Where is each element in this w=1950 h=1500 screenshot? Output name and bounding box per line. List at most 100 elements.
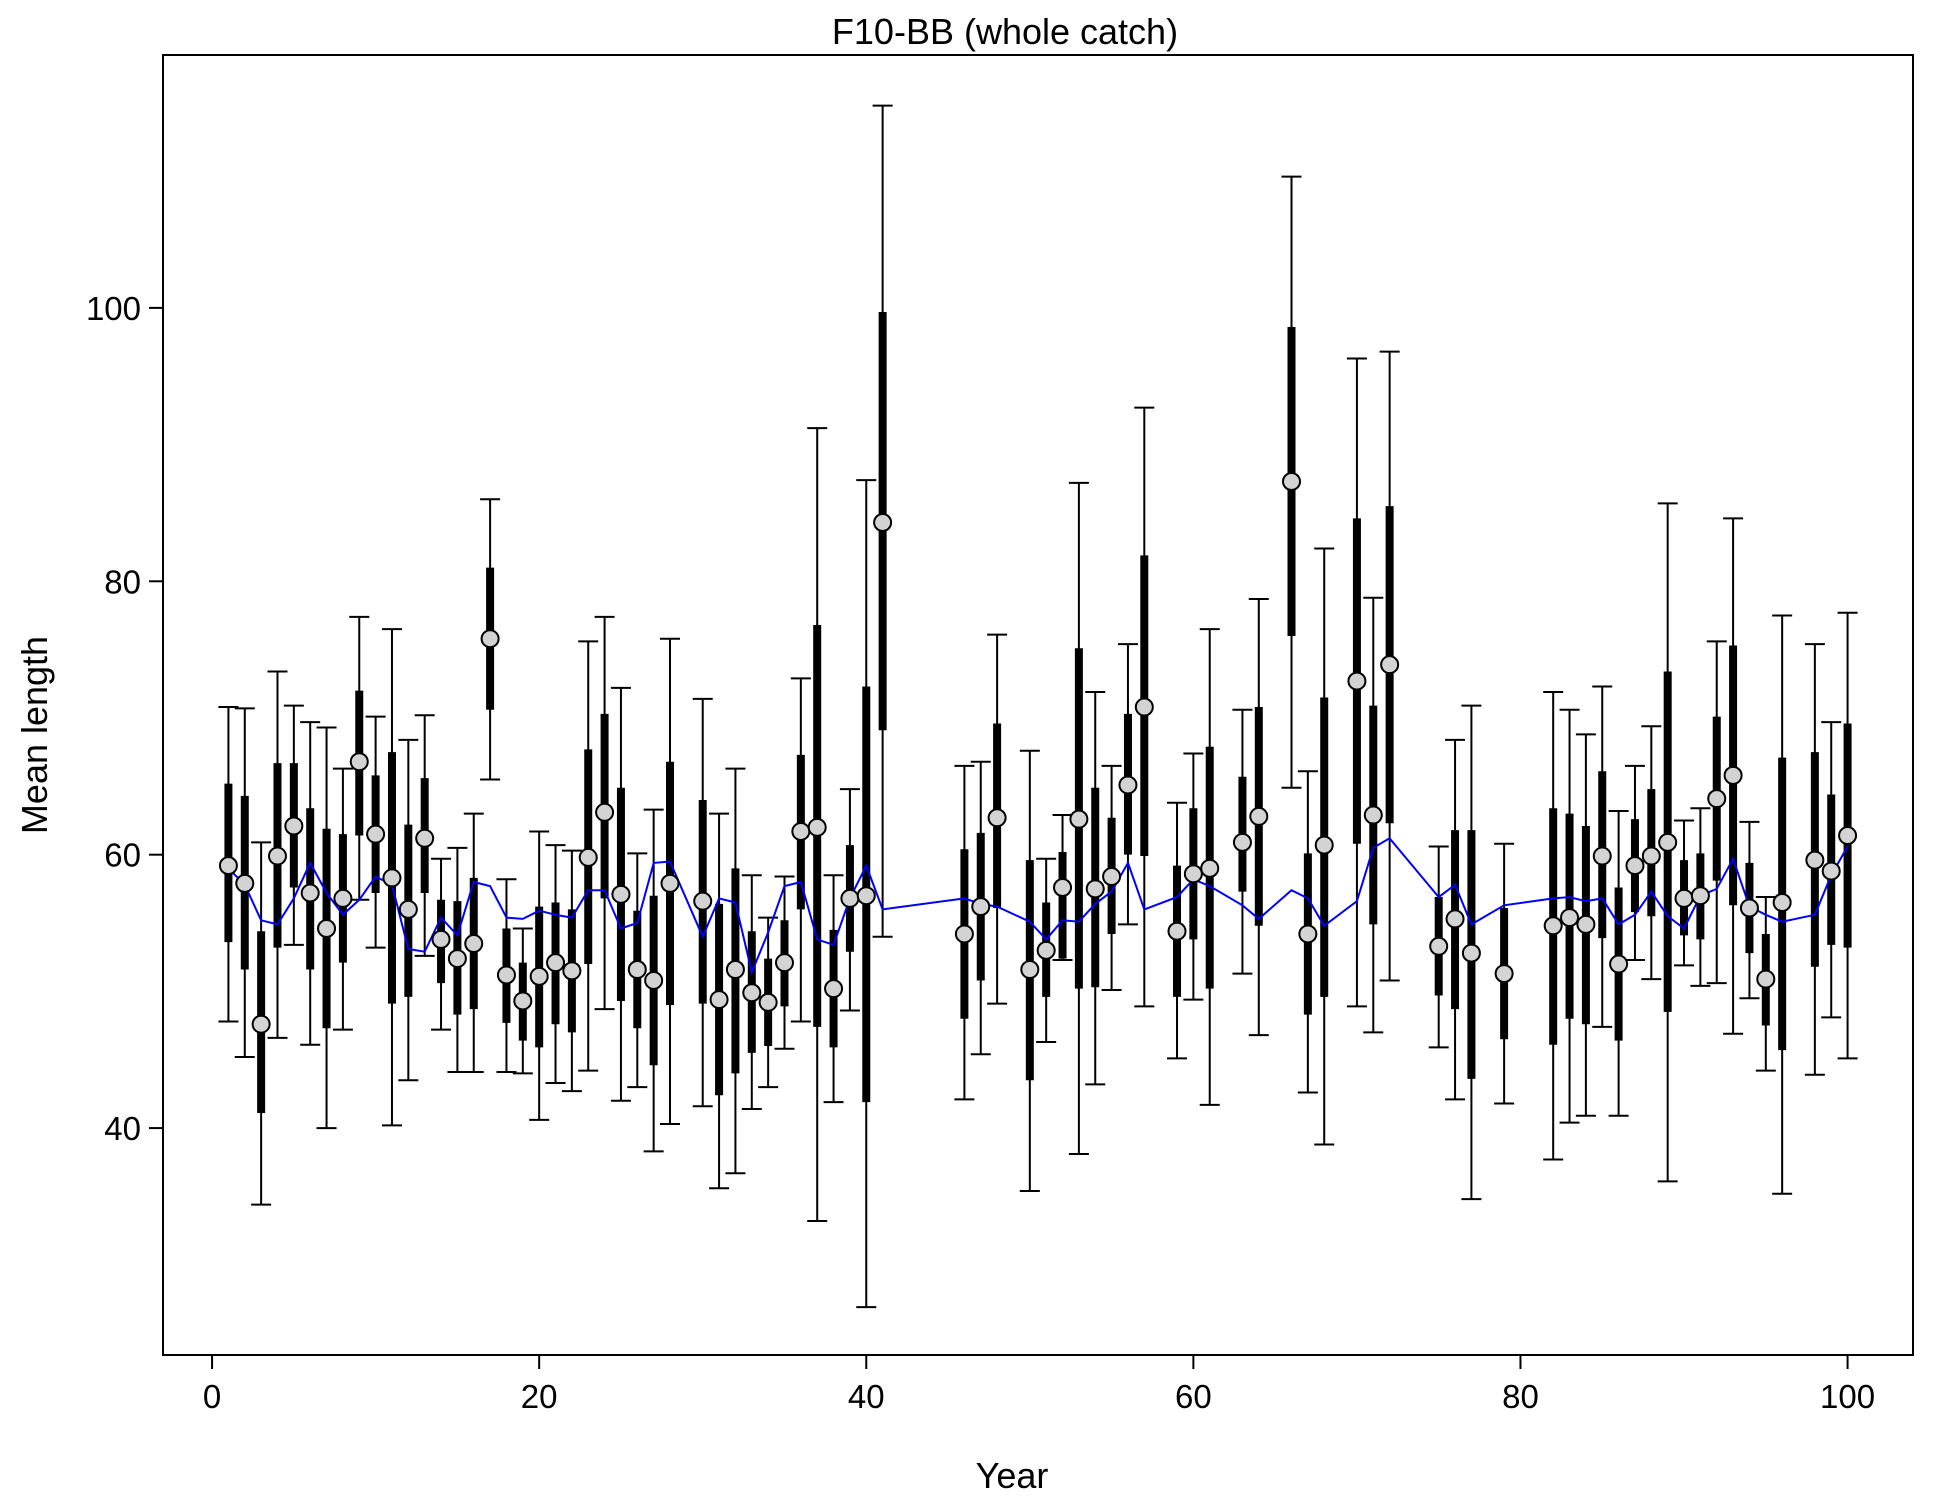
- observed-point: [725, 960, 745, 980]
- observed-point: [1772, 893, 1792, 913]
- y-tick-label: 80: [104, 563, 141, 600]
- observed-point: [1674, 888, 1694, 908]
- observed-point: [1560, 908, 1580, 928]
- observed-point: [660, 873, 680, 893]
- observed-point: [1429, 936, 1449, 956]
- chart-title: F10-BB (whole catch): [832, 11, 1178, 52]
- observed-point: [218, 856, 238, 876]
- observed-point: [954, 924, 974, 944]
- observed-point: [480, 629, 500, 649]
- observed-point: [562, 961, 582, 981]
- observed-point: [300, 883, 320, 903]
- observed-point: [1494, 964, 1514, 984]
- observed-point: [709, 990, 729, 1010]
- observed-point: [398, 899, 418, 919]
- observed-point: [317, 919, 337, 939]
- observed-points: [218, 471, 1858, 1034]
- observed-point: [873, 513, 893, 533]
- confidence-intervals: [218, 104, 1858, 1309]
- observed-point: [1314, 835, 1334, 855]
- observed-point: [1363, 805, 1383, 825]
- observed-point: [267, 846, 287, 866]
- observed-point: [1690, 886, 1710, 906]
- observed-point: [546, 953, 566, 973]
- observed-point: [1658, 832, 1678, 852]
- observed-point: [1756, 969, 1776, 989]
- y-tick-label: 40: [104, 1110, 141, 1147]
- observed-point: [1543, 916, 1563, 936]
- observed-point: [1298, 924, 1318, 944]
- observed-point: [1118, 775, 1138, 795]
- observed-point: [824, 979, 844, 999]
- observed-point: [644, 970, 664, 990]
- observed-point: [1020, 960, 1040, 980]
- observed-point: [1625, 856, 1645, 876]
- observed-point: [1461, 943, 1481, 963]
- observed-point: [856, 886, 876, 906]
- observed-point: [1641, 846, 1661, 866]
- observed-point: [774, 953, 794, 973]
- observed-point: [742, 983, 762, 1003]
- observed-point: [1069, 809, 1089, 829]
- x-tick-label: 20: [521, 1378, 558, 1415]
- observed-point: [1102, 867, 1122, 887]
- y-tick-label: 100: [86, 290, 141, 327]
- observed-point: [1200, 858, 1220, 878]
- observed-point: [1723, 765, 1743, 785]
- observed-point: [595, 802, 615, 822]
- observed-point: [251, 1014, 271, 1034]
- observed-point: [235, 873, 255, 893]
- observed-point: [627, 960, 647, 980]
- observed-point: [971, 897, 991, 917]
- observed-point: [807, 817, 827, 837]
- observed-point: [1609, 954, 1629, 974]
- observed-point: [431, 929, 451, 949]
- observed-point: [1347, 671, 1367, 691]
- observed-point: [1282, 471, 1302, 491]
- observed-point: [464, 934, 484, 954]
- observed-point: [1232, 832, 1252, 852]
- x-tick-label: 0: [203, 1378, 221, 1415]
- y-axis: 40 60 80 100: [86, 290, 164, 1147]
- observed-point: [1739, 898, 1759, 918]
- observed-point: [366, 824, 386, 844]
- observed-point: [1838, 826, 1858, 846]
- observed-point: [693, 891, 713, 911]
- observed-point: [1445, 909, 1465, 929]
- observed-point: [987, 808, 1007, 828]
- observed-point: [1592, 846, 1612, 866]
- observed-point: [791, 821, 811, 841]
- observed-point: [1036, 940, 1056, 960]
- observed-point: [415, 828, 435, 848]
- y-axis-title: Mean length: [14, 636, 55, 834]
- observed-point: [1249, 806, 1269, 826]
- observed-point: [1134, 697, 1154, 717]
- observed-point: [1380, 655, 1400, 675]
- observed-point: [1576, 914, 1596, 934]
- observed-point: [447, 949, 467, 969]
- observed-point: [611, 884, 631, 904]
- observed-point: [1707, 789, 1727, 809]
- observed-point: [529, 966, 549, 986]
- observed-point: [496, 965, 516, 985]
- observed-point: [578, 847, 598, 867]
- x-tick-label: 60: [1175, 1378, 1212, 1415]
- observed-point: [1821, 861, 1841, 881]
- observed-point: [758, 992, 778, 1012]
- observed-point: [284, 816, 304, 836]
- observed-point: [349, 752, 369, 772]
- y-tick-label: 60: [104, 837, 141, 874]
- observed-point: [1167, 921, 1187, 941]
- x-axis-title: Year: [976, 1455, 1049, 1496]
- plot-frame: [162, 54, 1914, 1356]
- observed-point: [1085, 879, 1105, 899]
- observed-point: [840, 888, 860, 908]
- observed-point: [1805, 850, 1825, 870]
- observed-point: [333, 888, 353, 908]
- x-axis: 0 20 40 60 80 100: [203, 1354, 1875, 1415]
- observed-point: [513, 991, 533, 1011]
- x-tick-label: 100: [1820, 1378, 1875, 1415]
- observed-point: [1183, 864, 1203, 884]
- x-tick-label: 80: [1502, 1378, 1539, 1415]
